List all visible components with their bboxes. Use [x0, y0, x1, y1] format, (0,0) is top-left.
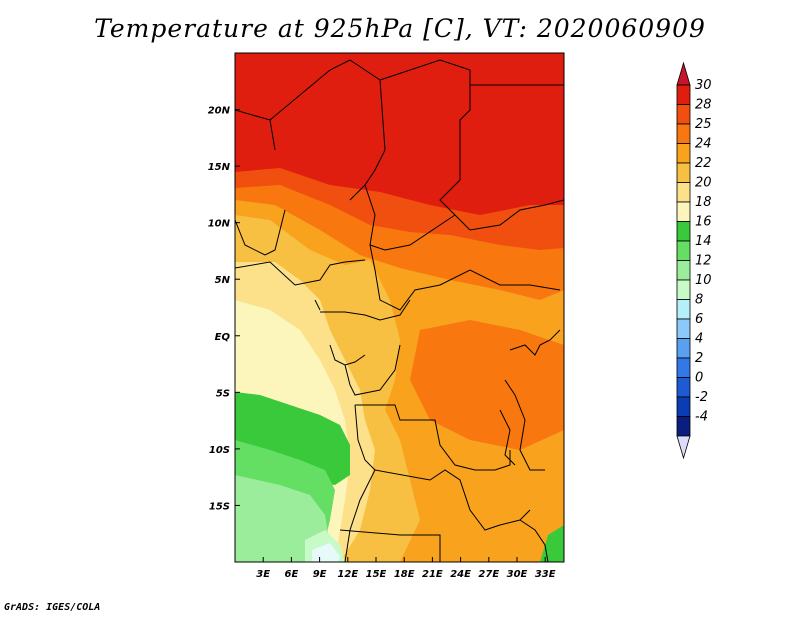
colorbar-label: 24: [695, 137, 712, 152]
colorbar-swatch: [676, 104, 691, 125]
y-tick-label: 5N: [215, 275, 231, 286]
y-tick-label: 15N: [208, 162, 231, 173]
map-frame: [234, 52, 565, 563]
x-tick-label: 30E: [507, 569, 528, 580]
colorbar-label: 18: [695, 195, 712, 210]
credit-label: GrADS: IGES/COLA: [4, 602, 101, 613]
colorbar-swatch: [676, 357, 691, 378]
y-axis: 20N 15N 10N 5N EQ 5S 10S 15S: [208, 106, 240, 512]
colorbar-label: 16: [695, 215, 712, 230]
x-tick-label: 9E: [313, 569, 327, 580]
field-hot-core: [410, 320, 564, 450]
colorbar-swatch: [676, 84, 691, 105]
temperature-field: [235, 53, 564, 562]
colorbar-swatch: [676, 338, 691, 359]
colorbar-swatch: [676, 299, 691, 320]
x-tick-label: 27E: [478, 569, 499, 580]
colorbar-swatch: [676, 123, 691, 144]
y-tick-label: 10N: [208, 219, 231, 230]
x-tick-label: 33E: [535, 569, 556, 580]
colorbar-label: 10: [695, 273, 712, 288]
colorbar-swatch: [676, 260, 691, 281]
colorbar-swatch: [676, 221, 691, 242]
colorbar-swatch: [676, 318, 691, 339]
colorbar-swatch: [676, 377, 691, 398]
colorbar-swatch: [676, 182, 691, 203]
x-axis: 3E 6E 9E 12E 15E 18E 21E 24E 27E 30E 33E: [256, 557, 556, 580]
x-tick-label: 6E: [285, 569, 299, 580]
colorbar-label: 20: [695, 176, 712, 191]
colorbar-label: 12: [695, 254, 712, 269]
colorbar-swatch: [676, 416, 691, 437]
colorbar-label: 28: [695, 98, 712, 113]
page-title: Temperature at 925hPa [C], VT: 202006090…: [94, 14, 706, 43]
colorbar-swatch: [676, 162, 691, 183]
colorbar-label: 6: [695, 312, 703, 327]
colorbar-label: 14: [695, 234, 712, 249]
colorbar-bottom-arrow: [676, 435, 691, 460]
x-tick-label: 15E: [366, 569, 387, 580]
colorbar-swatch: [676, 143, 691, 164]
country-borders: [235, 59, 564, 562]
colorbar-label: -2: [695, 390, 708, 405]
colorbar-swatch: [676, 396, 691, 417]
colorbar-swatch: [676, 201, 691, 222]
colorbar-top-arrow: [676, 61, 691, 86]
colorbar-label: 2: [695, 351, 703, 366]
x-tick-label: 3E: [256, 569, 270, 580]
x-tick-label: 18E: [394, 569, 415, 580]
y-tick-label: 5S: [216, 388, 230, 399]
colorbar-label: -4: [695, 410, 708, 425]
y-tick-label: 20N: [208, 106, 231, 117]
colorbar-swatch: [676, 240, 691, 261]
colorbar-label: 25: [695, 117, 712, 132]
y-tick-label: 15S: [209, 501, 230, 512]
x-tick-label: 24E: [450, 569, 471, 580]
colorbar-label: 0: [695, 371, 703, 386]
x-tick-label: 12E: [337, 569, 358, 580]
x-tick-label: 21E: [422, 569, 443, 580]
field-8: [312, 543, 340, 562]
y-tick-label: EQ: [215, 332, 231, 343]
colorbar-label: 4: [695, 332, 703, 347]
colorbar-swatch: [676, 279, 691, 300]
colorbar-label: 30: [695, 78, 712, 93]
y-tick-label: 10S: [209, 445, 230, 456]
colorbar-label: 22: [695, 156, 712, 171]
colorbar-label: 8: [695, 293, 703, 308]
